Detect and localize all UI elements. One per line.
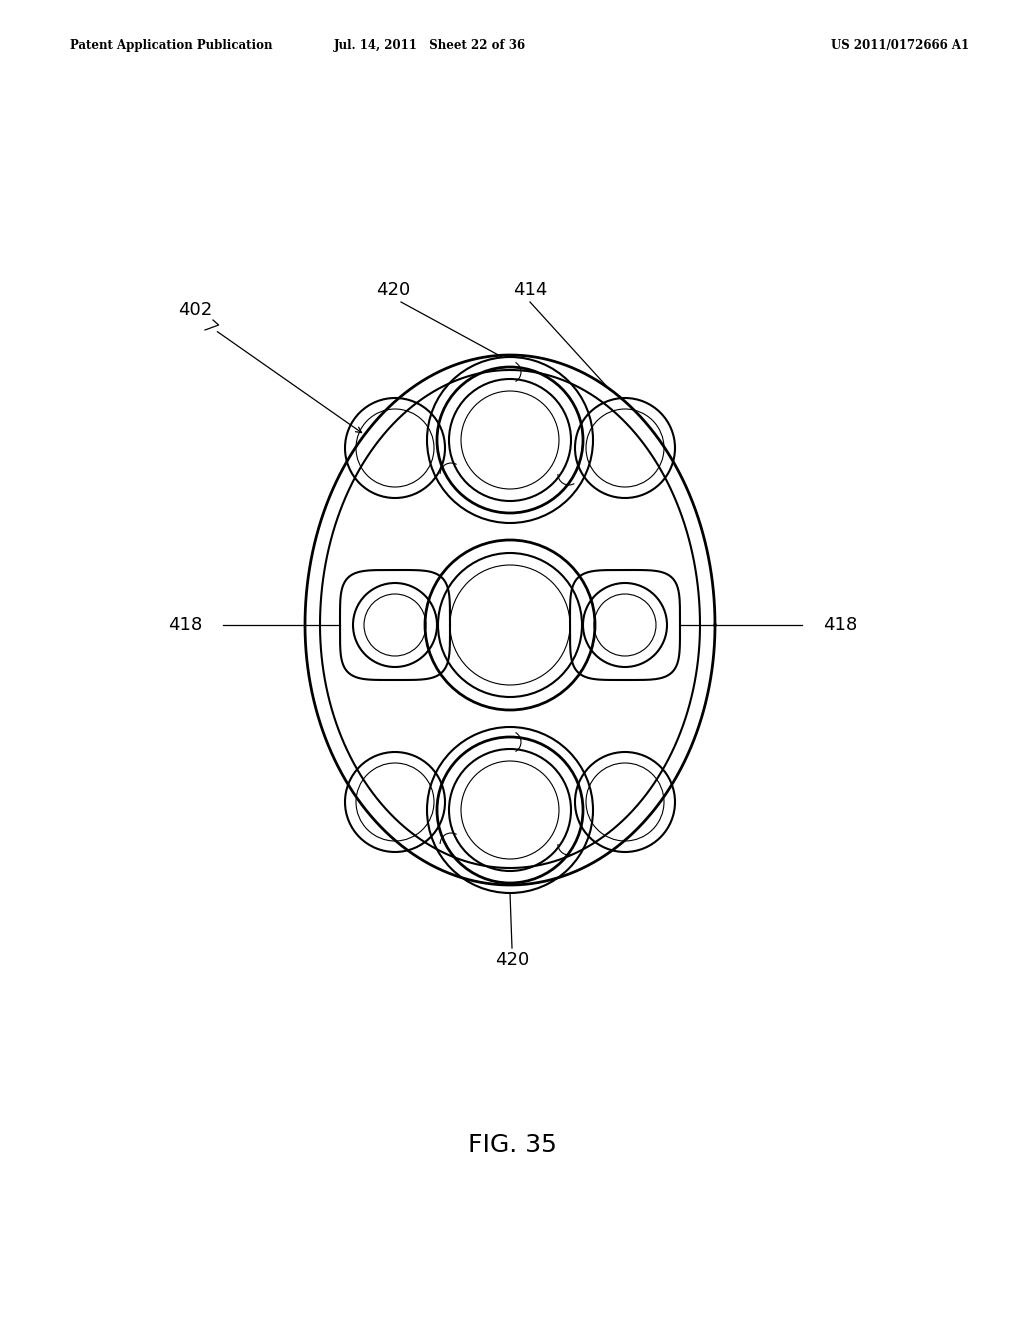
Text: 414: 414 bbox=[513, 281, 547, 300]
Text: 418: 418 bbox=[168, 616, 202, 634]
Text: 420: 420 bbox=[495, 950, 529, 969]
Text: FIG. 35: FIG. 35 bbox=[468, 1133, 556, 1158]
Text: US 2011/0172666 A1: US 2011/0172666 A1 bbox=[830, 38, 969, 51]
Text: 402: 402 bbox=[178, 301, 212, 319]
Text: Jul. 14, 2011   Sheet 22 of 36: Jul. 14, 2011 Sheet 22 of 36 bbox=[334, 38, 526, 51]
Text: 420: 420 bbox=[376, 281, 411, 300]
Text: 418: 418 bbox=[823, 616, 857, 634]
Text: Patent Application Publication: Patent Application Publication bbox=[70, 38, 272, 51]
